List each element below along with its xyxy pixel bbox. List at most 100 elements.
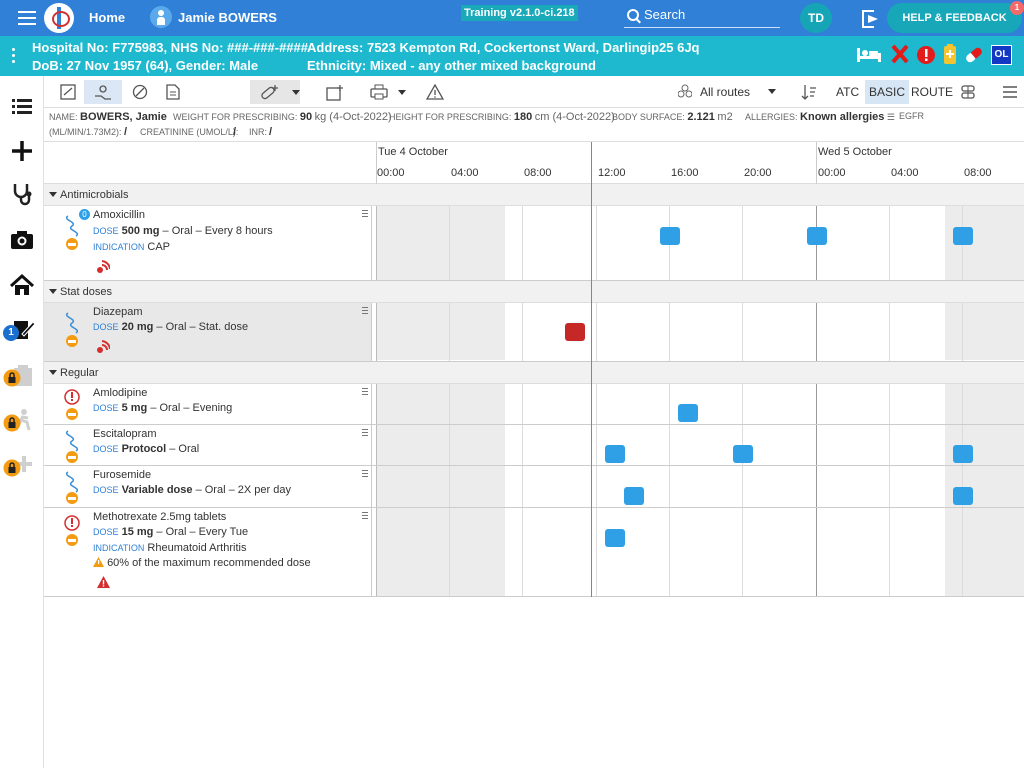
dose-marker[interactable]	[953, 487, 973, 505]
allergies-field[interactable]: ALLERGIES: Known allergies ☰	[745, 111, 895, 123]
stethoscope-icon[interactable]	[8, 180, 36, 208]
sort-atc-button[interactable]: ATC	[836, 85, 860, 99]
current-time-line	[591, 142, 592, 597]
ethnicity: Ethnicity: Mixed - any other mixed backg…	[307, 58, 596, 73]
row-menu-icon[interactable]	[362, 429, 368, 438]
med-row-amlodipine[interactable]: Amlodipine DOSE 5 mg – Oral – Evening	[44, 384, 1024, 425]
dose-marker[interactable]	[565, 323, 585, 341]
section-antimicrobials[interactable]: Antimicrobials	[44, 184, 1024, 206]
dose-marker[interactable]	[733, 445, 753, 463]
dose-value: 15 mg	[121, 526, 154, 538]
logout-icon[interactable]	[862, 10, 880, 28]
allergies-value: Known allergies	[800, 111, 885, 123]
indication-label: INDICATION	[93, 242, 145, 252]
med-row-furosemide[interactable]: Furosemide DOSE Variable dose – Oral – 2…	[44, 466, 1024, 508]
hamburger-menu-icon[interactable]	[1002, 85, 1018, 99]
med-details[interactable]: Furosemide DOSE Variable dose – Oral – 2…	[44, 466, 372, 507]
routes-select[interactable]: All routes	[678, 84, 776, 99]
med-details[interactable]: Diazepam DOSE 20 mg – Oral – Stat. dose	[44, 303, 372, 361]
patient-name[interactable]: Jamie BOWERS	[178, 10, 277, 25]
dose-marker[interactable]	[605, 529, 625, 547]
close-red-icon[interactable]	[891, 44, 909, 64]
dose-marker[interactable]	[807, 227, 827, 245]
list-icon[interactable]	[8, 92, 36, 120]
inr-value: /	[269, 126, 273, 138]
pill-bottle-icon[interactable]	[959, 83, 977, 101]
row-menu-icon[interactable]	[362, 210, 368, 219]
lock-icon	[3, 414, 21, 432]
chart-view-button[interactable]	[50, 80, 86, 104]
cancel-view-button[interactable]	[122, 80, 158, 104]
egfr-label: EGFR	[899, 111, 925, 121]
sort-basic-button[interactable]: BASIC	[865, 80, 910, 104]
time-tick: 08:00	[964, 167, 992, 179]
help-feedback-button[interactable]: HELP & FEEDBACK 1	[887, 1, 1024, 33]
oral-warning-route-icon	[64, 389, 80, 420]
help-badge: 1	[1010, 1, 1024, 15]
section-regular[interactable]: Regular	[44, 362, 1024, 384]
med-details[interactable]: Methotrexate 2.5mg tablets DOSE 15 mg – …	[44, 508, 372, 596]
med-details[interactable]: 0 Amoxicillin DOSE 500 mg – Oral – Every…	[44, 206, 372, 280]
med-name: Furosemide	[93, 469, 152, 481]
home-icon[interactable]	[8, 271, 36, 299]
dose-marker[interactable]	[605, 445, 625, 463]
med-row-amoxicillin[interactable]: 0 Amoxicillin DOSE 500 mg – Oral – Every…	[44, 206, 1024, 281]
administer-button[interactable]	[84, 80, 122, 104]
allergies-label: ALLERGIES:	[745, 112, 798, 122]
document-icon	[166, 84, 180, 100]
sort-icon[interactable]	[801, 84, 817, 100]
more-vertical-icon[interactable]	[12, 48, 16, 66]
weight-value: 90	[299, 111, 313, 123]
app-logo-icon[interactable]	[44, 3, 74, 33]
time-tick: 00:00	[377, 167, 405, 179]
ol-badge[interactable]: OL	[991, 45, 1012, 65]
dose-details: – Oral – Stat. dose	[153, 321, 249, 333]
dose-marker[interactable]	[660, 227, 680, 245]
med-row-methotrexate[interactable]: Methotrexate 2.5mg tablets DOSE 15 mg – …	[44, 508, 1024, 597]
controlled-drug-icon	[97, 340, 110, 353]
med-details[interactable]: Escitalopram DOSE Protocol – Oral	[44, 425, 372, 465]
document-button[interactable]	[156, 80, 192, 104]
med-row-escitalopram[interactable]: Escitalopram DOSE Protocol – Oral	[44, 425, 1024, 466]
bsa-field: BODY SURFACE: 2.121 m2	[612, 111, 733, 123]
hand-pill-icon	[95, 85, 111, 100]
search-input[interactable]: Search	[624, 4, 780, 28]
weight-field: WEIGHT FOR PRESCRIBING: 90 kg (4-Oct-202…	[173, 111, 392, 123]
chevron-down-icon[interactable]	[398, 90, 406, 95]
bed-icon[interactable]	[855, 44, 883, 64]
sort-route-button[interactable]: ROUTE	[911, 85, 953, 99]
height-value: 180	[513, 111, 533, 123]
section-stat-doses[interactable]: Stat doses	[44, 281, 1024, 303]
dose-label: DOSE	[93, 444, 119, 454]
row-menu-icon[interactable]	[362, 512, 368, 521]
name-value: BOWERS, Jamie	[80, 111, 167, 123]
camera-icon[interactable]	[8, 226, 36, 254]
dose-marker[interactable]	[678, 404, 698, 422]
patient-banner: Hospital No: F775983, NHS No: ###-###-##…	[0, 36, 1024, 76]
dose-marker[interactable]	[953, 227, 973, 245]
dose-value: Protocol	[121, 443, 167, 455]
med-row-diazepam[interactable]: Diazepam DOSE 20 mg – Oral – Stat. dose	[44, 303, 1024, 362]
calendar-add-button[interactable]	[316, 80, 352, 104]
dose-marker[interactable]	[953, 445, 973, 463]
user-avatar[interactable]: TD	[800, 3, 832, 33]
warnings-button[interactable]	[416, 80, 452, 104]
med-details[interactable]: Amlodipine DOSE 5 mg – Oral – Evening	[44, 384, 372, 424]
add-prescription-button[interactable]	[250, 80, 300, 104]
menu-icon[interactable]	[18, 11, 36, 25]
capsule-icon[interactable]	[963, 45, 985, 65]
add-icon[interactable]	[8, 137, 36, 165]
row-menu-icon[interactable]	[362, 388, 368, 397]
pill-add-icon	[261, 85, 278, 100]
alert-triangle-icon	[97, 576, 110, 588]
chevron-down-icon[interactable]	[292, 90, 300, 95]
alert-circle-icon[interactable]	[916, 45, 936, 65]
dose-marker[interactable]	[624, 487, 644, 505]
row-menu-icon[interactable]	[362, 470, 368, 479]
day-label: Tue 4 October	[378, 146, 448, 158]
battery-icon[interactable]	[942, 43, 958, 65]
home-link[interactable]: Home	[89, 10, 126, 25]
print-button[interactable]	[360, 80, 406, 104]
row-menu-icon[interactable]	[362, 307, 368, 316]
time-tick: 04:00	[891, 167, 919, 179]
